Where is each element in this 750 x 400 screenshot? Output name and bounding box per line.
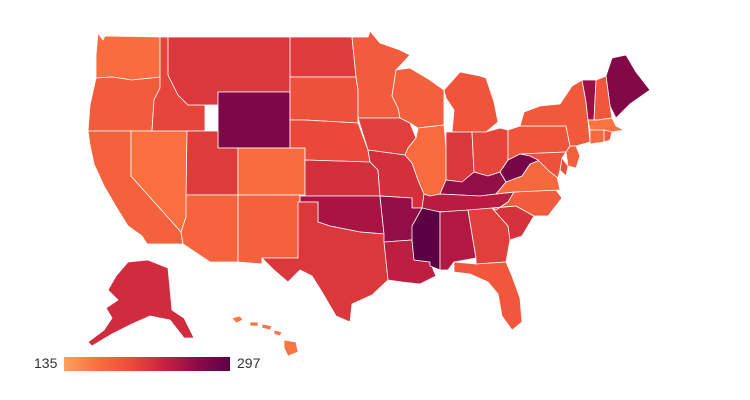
state-new-mexico[interactable] (237, 194, 301, 265)
state-arizona[interactable] (180, 194, 239, 263)
state-oregon[interactable] (87, 76, 161, 132)
state-mississippi[interactable] (411, 207, 441, 271)
state-maine[interactable] (605, 54, 651, 119)
state-texas[interactable] (261, 201, 389, 323)
state-indiana[interactable] (445, 131, 475, 183)
state-rhode-island[interactable] (603, 129, 613, 143)
state-south-dakota[interactable] (289, 76, 359, 124)
state-kansas[interactable] (304, 159, 381, 197)
state-connecticut[interactable] (589, 129, 605, 145)
state-alaska[interactable] (87, 259, 195, 347)
state-washington[interactable] (95, 32, 161, 81)
legend-max-label: 297 (237, 355, 261, 371)
state-wyoming[interactable] (217, 91, 291, 149)
legend-color-bar (64, 357, 230, 371)
state-north-carolina[interactable] (491, 189, 563, 217)
state-hawaii[interactable] (231, 315, 299, 357)
state-florida[interactable] (453, 261, 523, 331)
state-maryland[interactable] (519, 151, 567, 179)
legend-min-label: 135 (34, 355, 58, 371)
state-new-jersey[interactable] (565, 145, 581, 169)
state-colorado[interactable] (237, 147, 306, 196)
state-michigan[interactable] (443, 71, 499, 133)
state-north-dakota[interactable] (289, 36, 357, 78)
